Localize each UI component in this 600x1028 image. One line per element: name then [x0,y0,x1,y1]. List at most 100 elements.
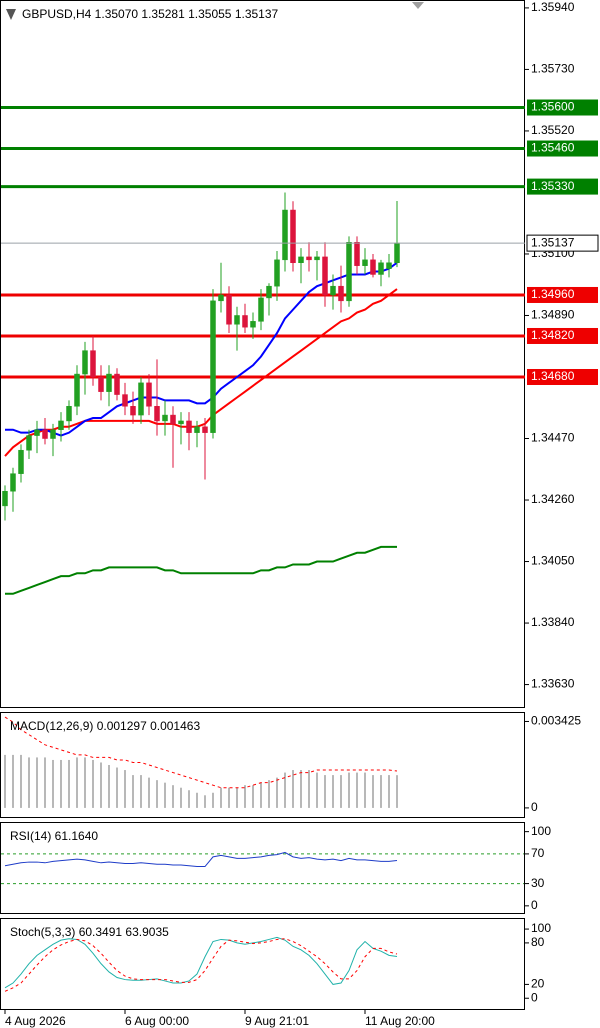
candle-body [306,256,312,261]
candle-body [186,420,192,433]
current-price-label: 1.35137 [531,235,575,249]
candle-body [386,262,392,269]
y-tick-label: 1.35730 [531,62,575,76]
candle-body [274,259,280,287]
level-label: 1.34820 [531,328,575,342]
histogram-bar [156,780,158,808]
histogram-bar [292,770,294,808]
candle-body [122,394,128,407]
candle-body [194,426,200,433]
candle-body [106,373,112,392]
candle-body [50,429,56,439]
histogram-bar [20,754,22,808]
x-tick-label: 11 Aug 20:00 [365,1014,435,1028]
candle-body [394,242,400,264]
histogram-bar [212,792,214,808]
histogram-bar [308,770,310,808]
histogram-bar [132,775,134,808]
candle-body [226,294,232,325]
histogram-bar [172,785,174,808]
indicator-line [5,261,398,437]
candle-body [210,300,216,433]
level-label: 1.35460 [531,141,575,155]
histogram-bar [164,782,166,808]
y-tick-label: 0 [531,898,538,912]
level-label-box [527,178,598,195]
histogram-bar [380,775,382,808]
candle-body [34,429,40,436]
candle-body [162,414,168,422]
histogram-bar [52,759,54,808]
candle-body [2,490,8,507]
candle-body [202,426,208,433]
candle-body [82,350,88,375]
panel-frame [0,822,525,914]
candle-body [178,420,184,425]
y-tick-label: 1.33840 [531,615,575,629]
candle-body [138,382,144,416]
histogram-bar [148,777,150,808]
histogram-bar [388,775,390,808]
candle-body [370,259,376,275]
indicator-line [4,851,398,868]
histogram-bar [68,759,70,808]
histogram-bar [84,757,86,808]
y-tick-label: 80 [531,935,545,949]
histogram-bar [364,772,366,808]
histogram-bar [12,754,14,808]
y-tick-label: 1.35940 [531,0,575,14]
candle-body [154,406,160,422]
indicator-line [4,288,398,457]
histogram-bar [28,757,30,808]
histogram-bar [100,762,102,808]
histogram-bar [204,795,206,808]
histogram-bar [36,757,38,808]
candle-body [266,285,272,299]
histogram-bar [244,785,246,808]
histogram-bar [116,767,118,808]
panel-frame [0,0,525,708]
histogram-bar [124,770,126,808]
y-tick-label: 30 [531,876,545,890]
histogram-bar [196,792,198,808]
candle-body [354,241,360,266]
candle-body [218,294,224,302]
histogram-bar [260,782,262,808]
histogram-bar [268,780,270,808]
y-tick-label: 1.34890 [531,308,575,322]
histogram-bar [396,775,398,808]
candle-body [90,350,96,378]
y-tick-label: 100 [531,921,551,935]
candle-body [170,414,176,425]
symbol-icon [6,9,16,20]
histogram-bar [284,772,286,808]
level-label: 1.35330 [531,179,575,193]
candle-body [146,382,152,407]
y-tick-label: 100 [531,824,551,838]
level-label-box [527,140,598,157]
histogram-bar [300,770,302,808]
indicator-line [5,545,397,595]
histogram-bar [180,787,182,808]
histogram-bar [44,757,46,808]
candle-body [74,373,80,407]
level-label: 1.35600 [531,100,575,114]
histogram-bar [140,775,142,808]
candle-body [42,429,48,439]
candle-body [114,373,120,395]
panel-frame [0,712,525,818]
candle-body [10,473,16,492]
y-tick-label: 1.34050 [531,554,575,568]
y-tick-label: 1.33630 [531,677,575,691]
panel-title: MACD(12,26,9) 0.001297 0.001463 [10,719,200,733]
panel-title: Stoch(5,3,3) 60.3491 63.9035 [10,925,169,939]
histogram-bar [188,790,190,808]
y-tick-label: 0.003425 [531,714,581,728]
candle-body [26,435,32,451]
y-tick-label: 1.34260 [531,492,575,506]
candle-body [234,315,240,325]
level-label-box [527,368,598,385]
indicator-line [4,936,398,989]
histogram-bar [332,775,334,808]
candle-body [250,321,256,328]
